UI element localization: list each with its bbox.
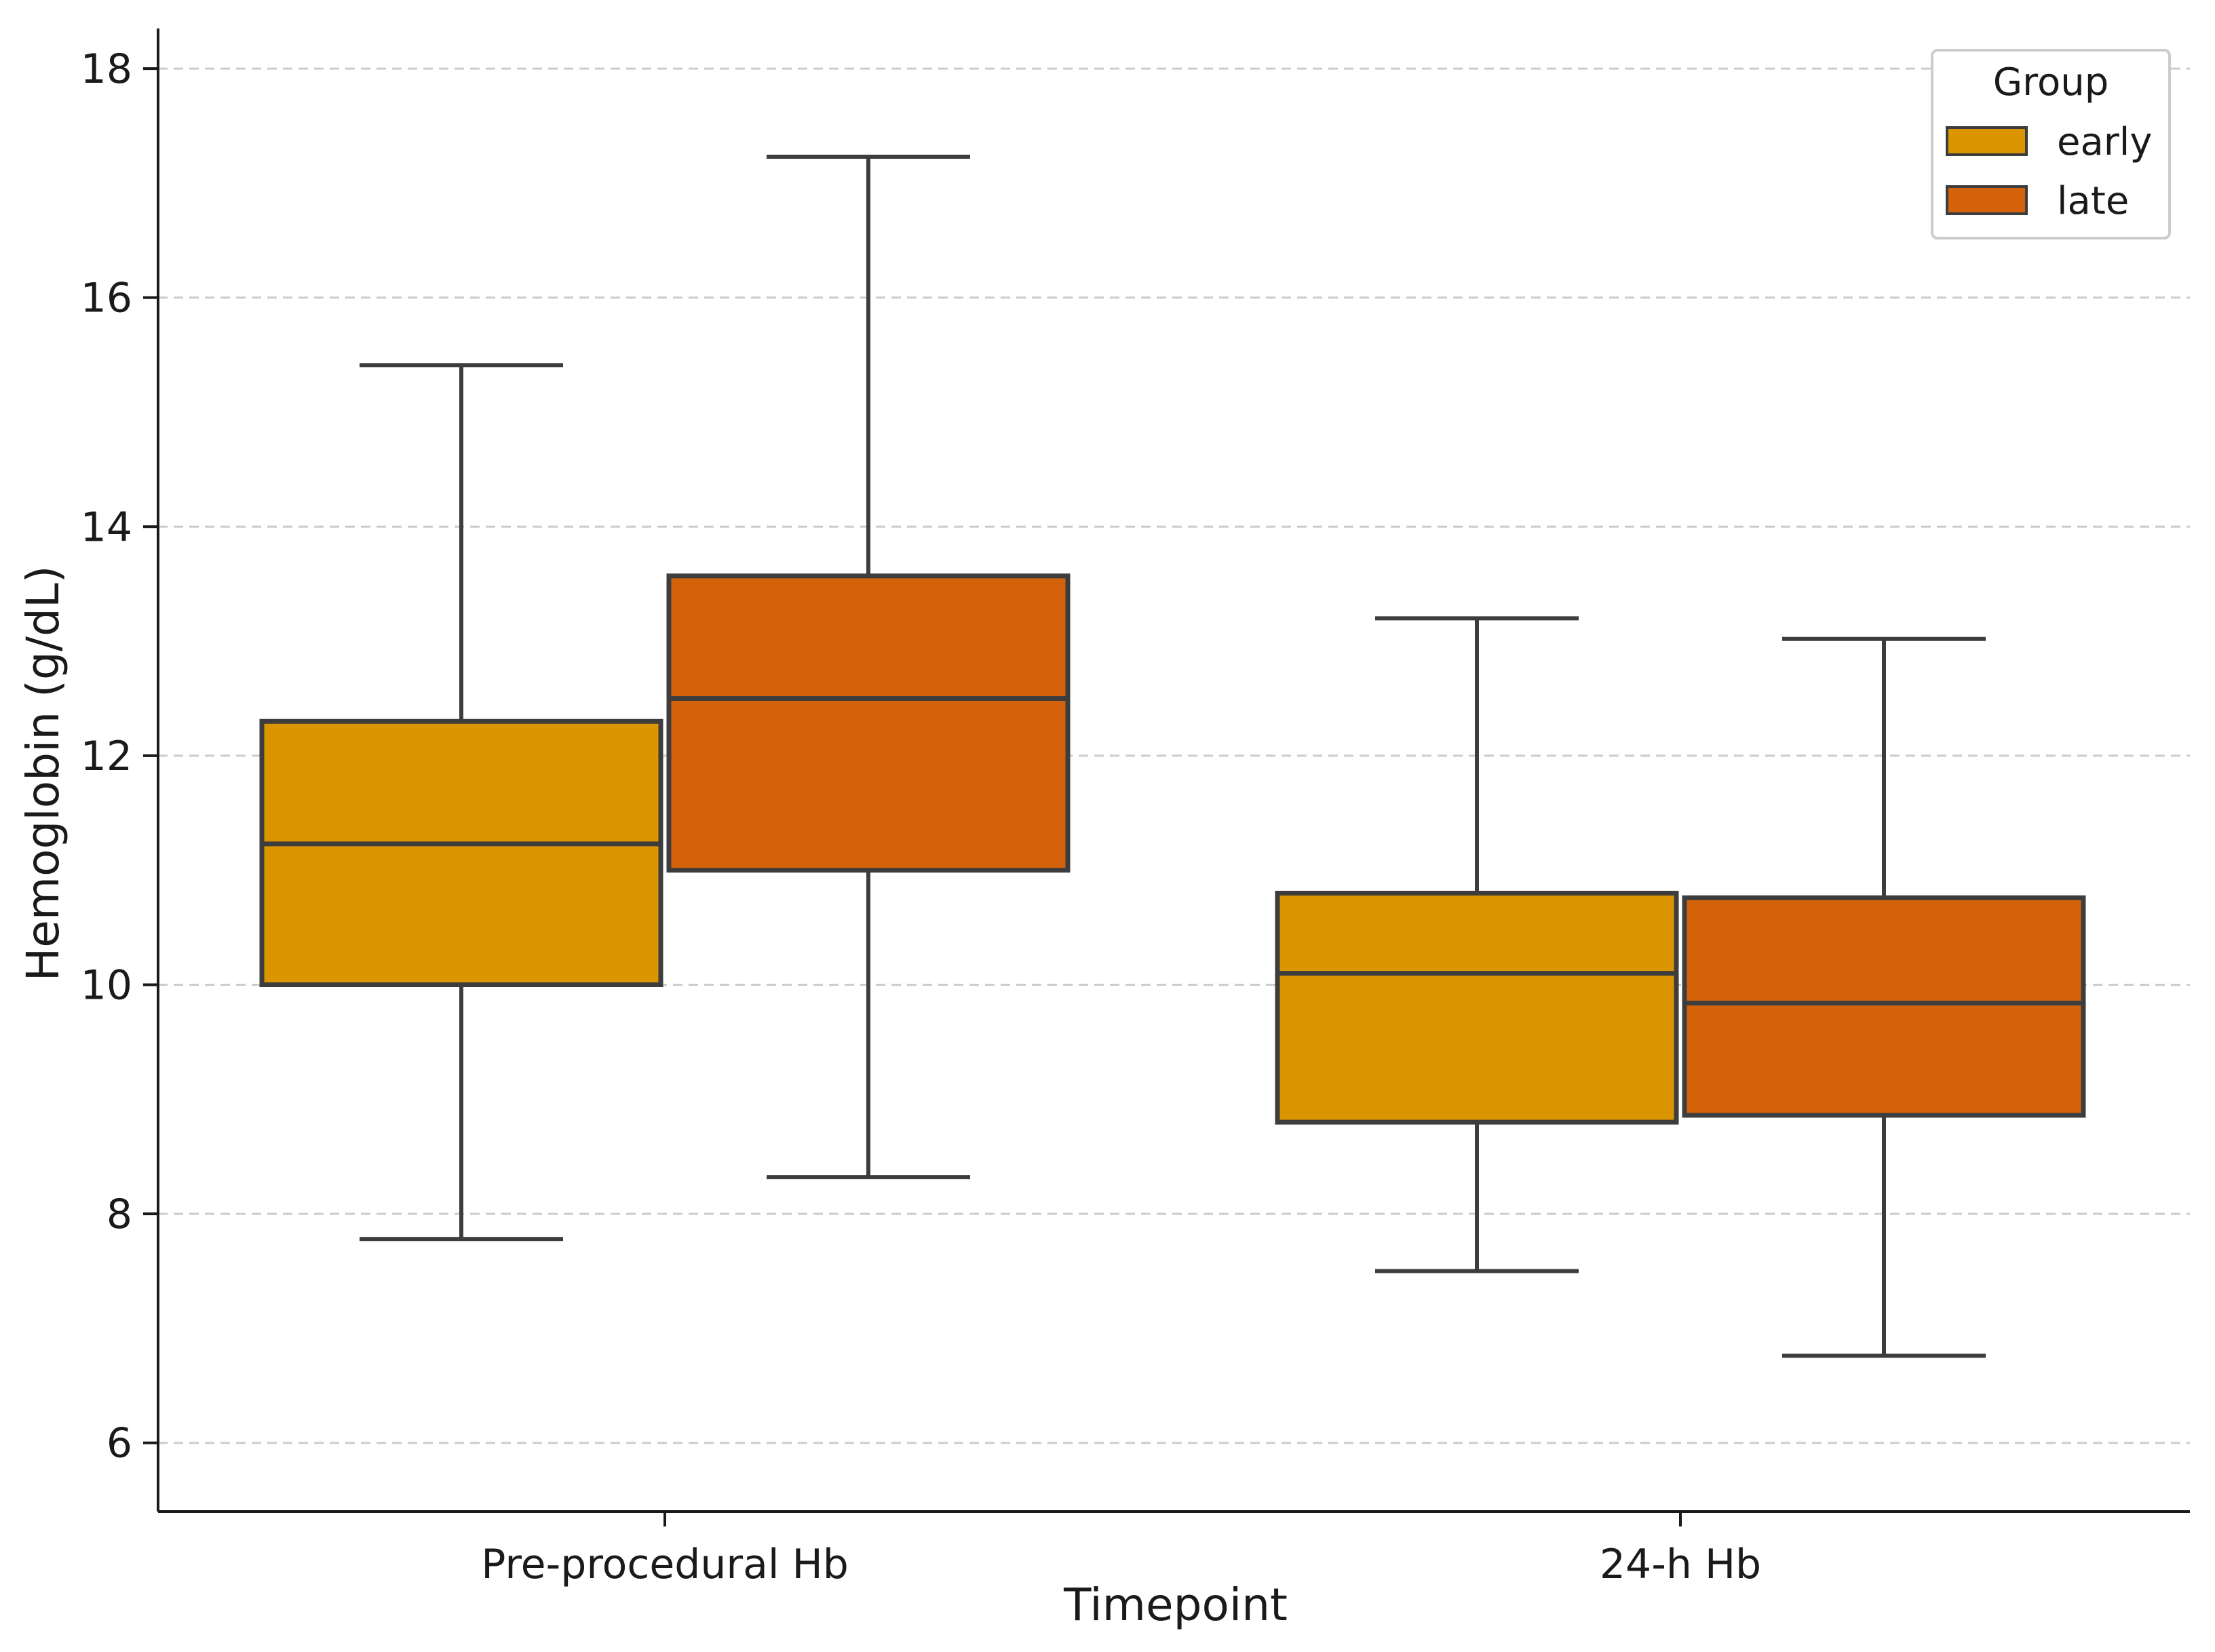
x-tick-label-0: Pre-procedural Hb: [481, 1541, 849, 1588]
y-tick-label-12: 12: [81, 733, 132, 780]
box-late-1: [1682, 636, 2086, 1358]
iqr-box: [1275, 890, 1679, 1125]
box-early-1: [1275, 616, 1679, 1273]
y-tick-label-16: 16: [81, 275, 132, 322]
y-tick-label-10: 10: [81, 962, 132, 1010]
box-early-0: [259, 363, 663, 1242]
iqr-box: [259, 718, 663, 988]
legend-swatch-late: [1946, 185, 2028, 215]
y-tick-label-6: 6: [107, 1420, 132, 1467]
boxes: [259, 155, 2086, 1358]
y-axis-title: Hemoglobin (g/dL): [17, 566, 69, 982]
y-tick-label-8: 8: [107, 1191, 132, 1238]
iqr-box: [1682, 895, 2086, 1118]
legend-label-early: early: [2057, 120, 2153, 164]
y-tick-label-18: 18: [81, 45, 132, 93]
iqr-box: [666, 573, 1071, 873]
x-tick-label-1: 24-h Hb: [1600, 1541, 1761, 1588]
box-late-0: [666, 155, 1071, 1180]
x-axis-title: Timepoint: [1063, 1579, 1288, 1631]
legend: Group early late: [1931, 49, 2171, 239]
y-tick-label-14: 14: [81, 503, 132, 551]
axes: 6 8 10 12 14 16 18 Pre-procedural Hb 24-h Hb: [81, 28, 2190, 1588]
legend-label-late: late: [2057, 179, 2129, 223]
legend-title: Group: [1993, 60, 2109, 104]
legend-swatch-early: [1946, 126, 2028, 156]
